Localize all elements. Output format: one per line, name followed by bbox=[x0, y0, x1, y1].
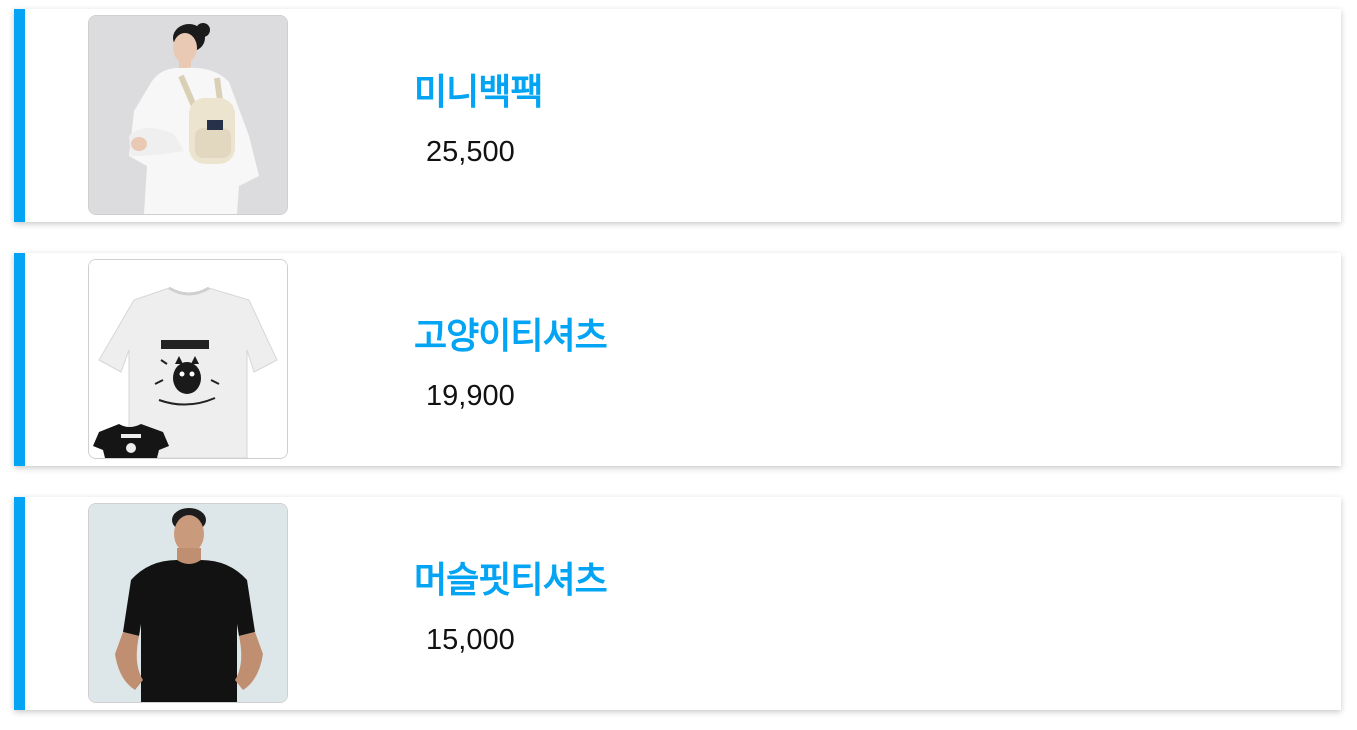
product-name[interactable]: 고양이티셔츠 bbox=[414, 316, 608, 357]
product-image-cat-tshirt[interactable] bbox=[88, 259, 288, 459]
product-image-muscle-tshirt[interactable] bbox=[88, 503, 288, 703]
product-image-backpack[interactable] bbox=[88, 15, 288, 215]
product-name[interactable]: 미니백팩 bbox=[414, 72, 543, 113]
product-name[interactable]: 머슬핏티셔츠 bbox=[414, 560, 608, 601]
cat-tshirt-photo bbox=[89, 260, 287, 458]
muscle-tshirt-photo bbox=[89, 504, 287, 702]
product-card[interactable]: 머슬핏티셔츠 15,000 bbox=[14, 497, 1341, 710]
product-price: 15,000 bbox=[426, 624, 515, 656]
product-card[interactable]: 미니백팩 25,500 bbox=[14, 9, 1341, 222]
product-price: 19,900 bbox=[426, 380, 515, 412]
product-card[interactable]: 고양이티셔츠 19,900 bbox=[14, 253, 1341, 466]
product-price: 25,500 bbox=[426, 136, 515, 168]
backpack-photo bbox=[89, 16, 287, 214]
